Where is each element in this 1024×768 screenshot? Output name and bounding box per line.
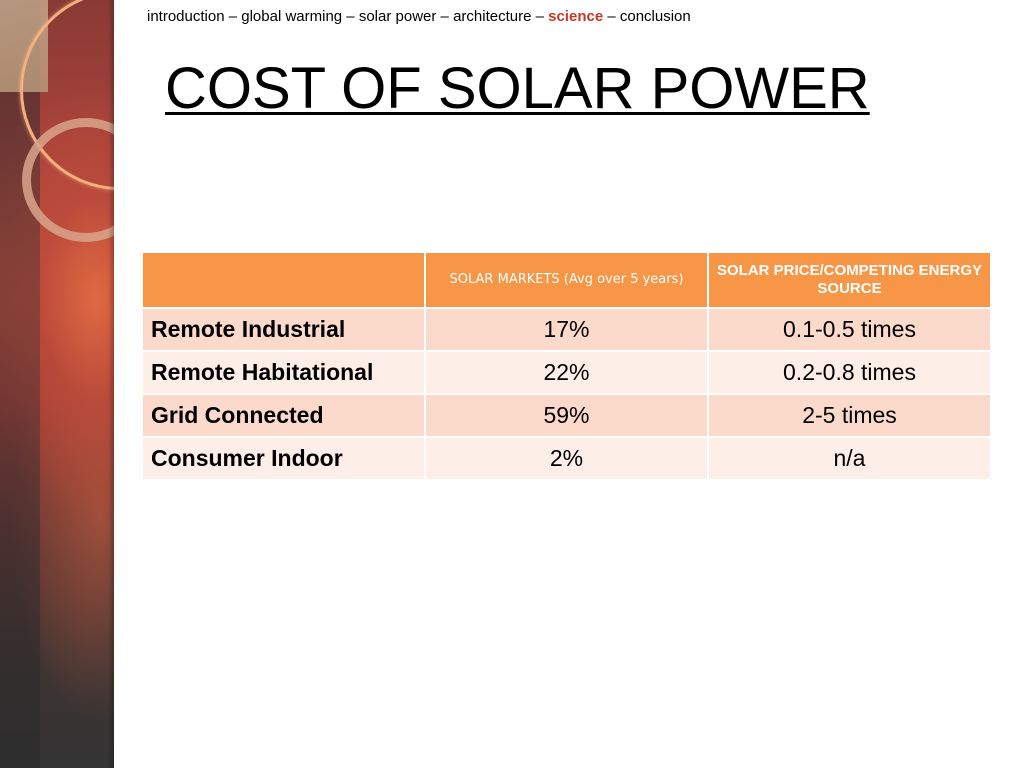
table-header-row: SOLAR MARKETS (Avg over 5 years) SOLAR P… (141, 251, 992, 309)
row-label: Grid Connected (141, 393, 426, 438)
edge-shadow (108, 0, 114, 768)
price-ratio-cell: n/a (707, 436, 992, 481)
breadcrumb-item-conclusion[interactable]: conclusion (619, 8, 691, 25)
breadcrumb-separator: – (603, 8, 620, 25)
row-label: Consumer Indoor (141, 436, 426, 481)
table-header-solar-price: SOLAR PRICE/COMPETING ENERGY SOURCE (707, 251, 992, 309)
table-header-empty (141, 251, 426, 309)
breadcrumb-item-architecture[interactable]: architecture (453, 8, 532, 25)
table-header-solar-markets: SOLAR MARKETS (Avg over 5 years) (424, 251, 709, 309)
row-label: Remote Industrial (141, 307, 426, 352)
price-ratio-cell: 0.2-0.8 times (707, 350, 992, 395)
breadcrumb: introduction – global warming – solar po… (147, 8, 691, 25)
market-share-cell: 17% (424, 307, 709, 352)
price-ratio-cell: 0.1-0.5 times (707, 307, 992, 352)
breadcrumb-separator: – (224, 8, 242, 25)
breadcrumb-separator: – (436, 8, 454, 25)
market-share-cell: 59% (424, 393, 709, 438)
market-share-cell: 22% (424, 350, 709, 395)
breadcrumb-item-global-warming[interactable]: global warming (241, 8, 343, 25)
price-ratio-cell: 2-5 times (707, 393, 992, 438)
table-row: Remote Habitational 22% 0.2-0.8 times (141, 350, 992, 395)
decorative-side-panel (0, 0, 114, 768)
row-label: Remote Habitational (141, 350, 426, 395)
table-row: Grid Connected 59% 2-5 times (141, 393, 992, 438)
page-title: COST OF SOLAR POWER (165, 56, 870, 121)
breadcrumb-item-solar-power[interactable]: solar power (358, 8, 437, 25)
table-row: Remote Industrial 17% 0.1-0.5 times (141, 307, 992, 352)
breadcrumb-separator: – (531, 8, 549, 25)
table-row: Consumer Indoor 2% n/a (141, 436, 992, 481)
breadcrumb-item-science[interactable]: science (548, 8, 604, 25)
market-share-cell: 2% (424, 436, 709, 481)
solar-cost-table: SOLAR MARKETS (Avg over 5 years) SOLAR P… (141, 251, 992, 481)
breadcrumb-item-introduction[interactable]: introduction (147, 8, 225, 25)
ring-decoration-small (22, 118, 114, 242)
breadcrumb-separator: – (342, 8, 359, 25)
